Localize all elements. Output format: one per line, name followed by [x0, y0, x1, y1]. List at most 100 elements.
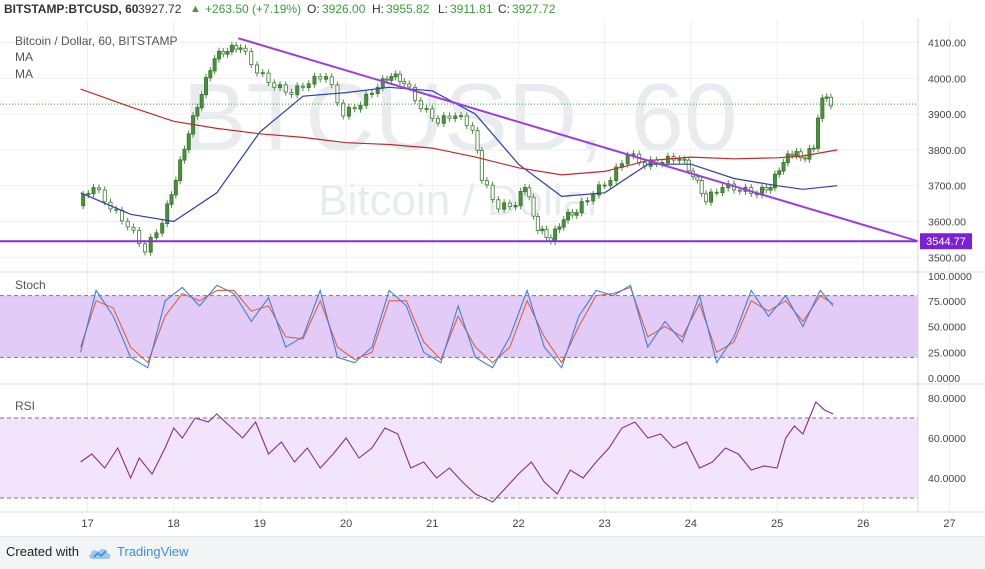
candle-body — [475, 130, 480, 151]
stoch-lines — [80, 284, 834, 369]
rsi-lines — [80, 401, 834, 503]
candle-body — [225, 51, 230, 55]
candle-body — [289, 91, 294, 95]
candle-body — [820, 97, 825, 119]
stoch-band-fill — [0, 295, 918, 358]
open-label: O: — [307, 2, 320, 16]
candle-body — [708, 191, 713, 203]
candle-body — [828, 96, 833, 107]
candle-body — [816, 117, 821, 149]
candle-body — [148, 236, 153, 253]
candle-body — [352, 107, 357, 110]
candle-body — [119, 209, 124, 222]
time-tick-21: 21 — [426, 518, 438, 530]
candle-body — [453, 115, 458, 120]
candle-body — [447, 115, 452, 119]
candle-body — [131, 226, 136, 231]
candle-body — [102, 189, 107, 203]
ma-slow-line — [80, 88, 838, 176]
candle-body — [544, 228, 549, 238]
up-arrow-icon: ▲ — [190, 3, 201, 15]
candle-body — [695, 176, 700, 181]
candle-body — [312, 75, 317, 85]
candle-body — [358, 104, 363, 110]
candle-body — [484, 180, 489, 186]
candle-body — [393, 73, 398, 78]
candle-body — [699, 180, 704, 194]
price-tick-4100.00: 4100.00 — [928, 38, 966, 50]
candle-body — [436, 118, 441, 124]
candle-body — [531, 196, 536, 217]
candle-body — [142, 243, 147, 253]
stoch-title: Stoch — [15, 278, 46, 292]
rsi-tick-60.0000: 60.0000 — [928, 433, 966, 445]
candle-body — [369, 92, 374, 95]
low-value: 3911.81 — [450, 2, 493, 16]
candle-body — [803, 157, 808, 160]
stoch-d-line — [80, 286, 834, 364]
time-tick-22: 22 — [512, 518, 524, 530]
candle-body — [785, 153, 790, 164]
moving-average-lines — [80, 86, 838, 223]
candle-body — [182, 148, 187, 161]
candle-body — [318, 76, 323, 80]
candle-body — [574, 212, 579, 216]
candle-body — [807, 148, 812, 160]
candle-body — [173, 179, 178, 196]
low-label: L: — [438, 2, 449, 16]
time-axis[interactable]: 17 18 19 20 21 22 23 24 25 26 27 — [81, 518, 955, 530]
legend-ma-2: MA — [15, 67, 33, 81]
candle-body — [255, 64, 260, 74]
time-tick-20: 20 — [340, 518, 352, 530]
rsi-axis[interactable]: 80.0000 60.0000 40.0000 — [928, 393, 966, 485]
candle-body — [570, 212, 575, 216]
candle-body — [798, 151, 803, 159]
candle-body — [234, 45, 239, 50]
price-tick-3600.00: 3600.00 — [928, 216, 966, 228]
candle-body — [737, 189, 742, 192]
candle-body — [824, 96, 829, 99]
candle-body — [720, 187, 725, 194]
candle-body — [561, 219, 566, 228]
candle-body — [96, 187, 101, 191]
candle-body — [385, 78, 390, 81]
support-price-tag: 3544.77 — [920, 233, 972, 250]
candle-body — [566, 211, 571, 221]
tradingview-link[interactable]: TradingView — [117, 544, 189, 559]
created-with-label: Created with — [6, 544, 79, 559]
symbol-label[interactable]: BITSTAMP:BTCUSD, 60 — [4, 2, 139, 16]
rsi-title: RSI — [15, 399, 35, 413]
candle-body — [413, 86, 418, 101]
candle-body — [114, 208, 119, 211]
candle-body — [212, 58, 217, 72]
candle-body — [216, 50, 221, 60]
price-axis[interactable]: 4100.00 4000.00 3900.00 3800.00 3700.00 3600.… — [928, 38, 966, 265]
tradingview-cloud-icon[interactable] — [88, 546, 112, 560]
price-tick-3900.00: 3900.00 — [928, 109, 966, 121]
candle-body — [238, 47, 243, 50]
price-panel-bg — [0, 18, 918, 272]
support-price-tag-bg — [920, 233, 972, 250]
candle-body — [125, 220, 130, 228]
rsi-tick-40.0000: 40.0000 — [928, 473, 966, 485]
candle-body — [430, 108, 435, 119]
change-value: +263.50 (+7.19%) — [205, 2, 302, 16]
candle-body — [772, 173, 777, 189]
candle-body — [540, 228, 545, 232]
candle-body — [602, 184, 607, 187]
watermark-symbol: BTCUSD, 60 — [183, 64, 738, 171]
stoch-axis[interactable]: 100.0000 75.0000 50.0000 25.0000 0.0000 — [928, 271, 972, 385]
candle-body — [364, 93, 369, 106]
price-tick-3800.00: 3800.00 — [928, 145, 966, 157]
candle-body — [389, 76, 394, 81]
high-value: 3955.82 — [386, 2, 430, 16]
candle-body — [677, 158, 682, 161]
stoch-tick-50.0000: 50.0000 — [928, 322, 966, 334]
candle-body — [535, 216, 540, 231]
rsi-tick-80.0000: 80.0000 — [928, 393, 966, 405]
candle-body — [277, 84, 282, 89]
candle-body — [169, 194, 174, 205]
candle-body — [221, 51, 226, 55]
candle-body — [204, 77, 209, 96]
candle-body — [608, 179, 613, 186]
